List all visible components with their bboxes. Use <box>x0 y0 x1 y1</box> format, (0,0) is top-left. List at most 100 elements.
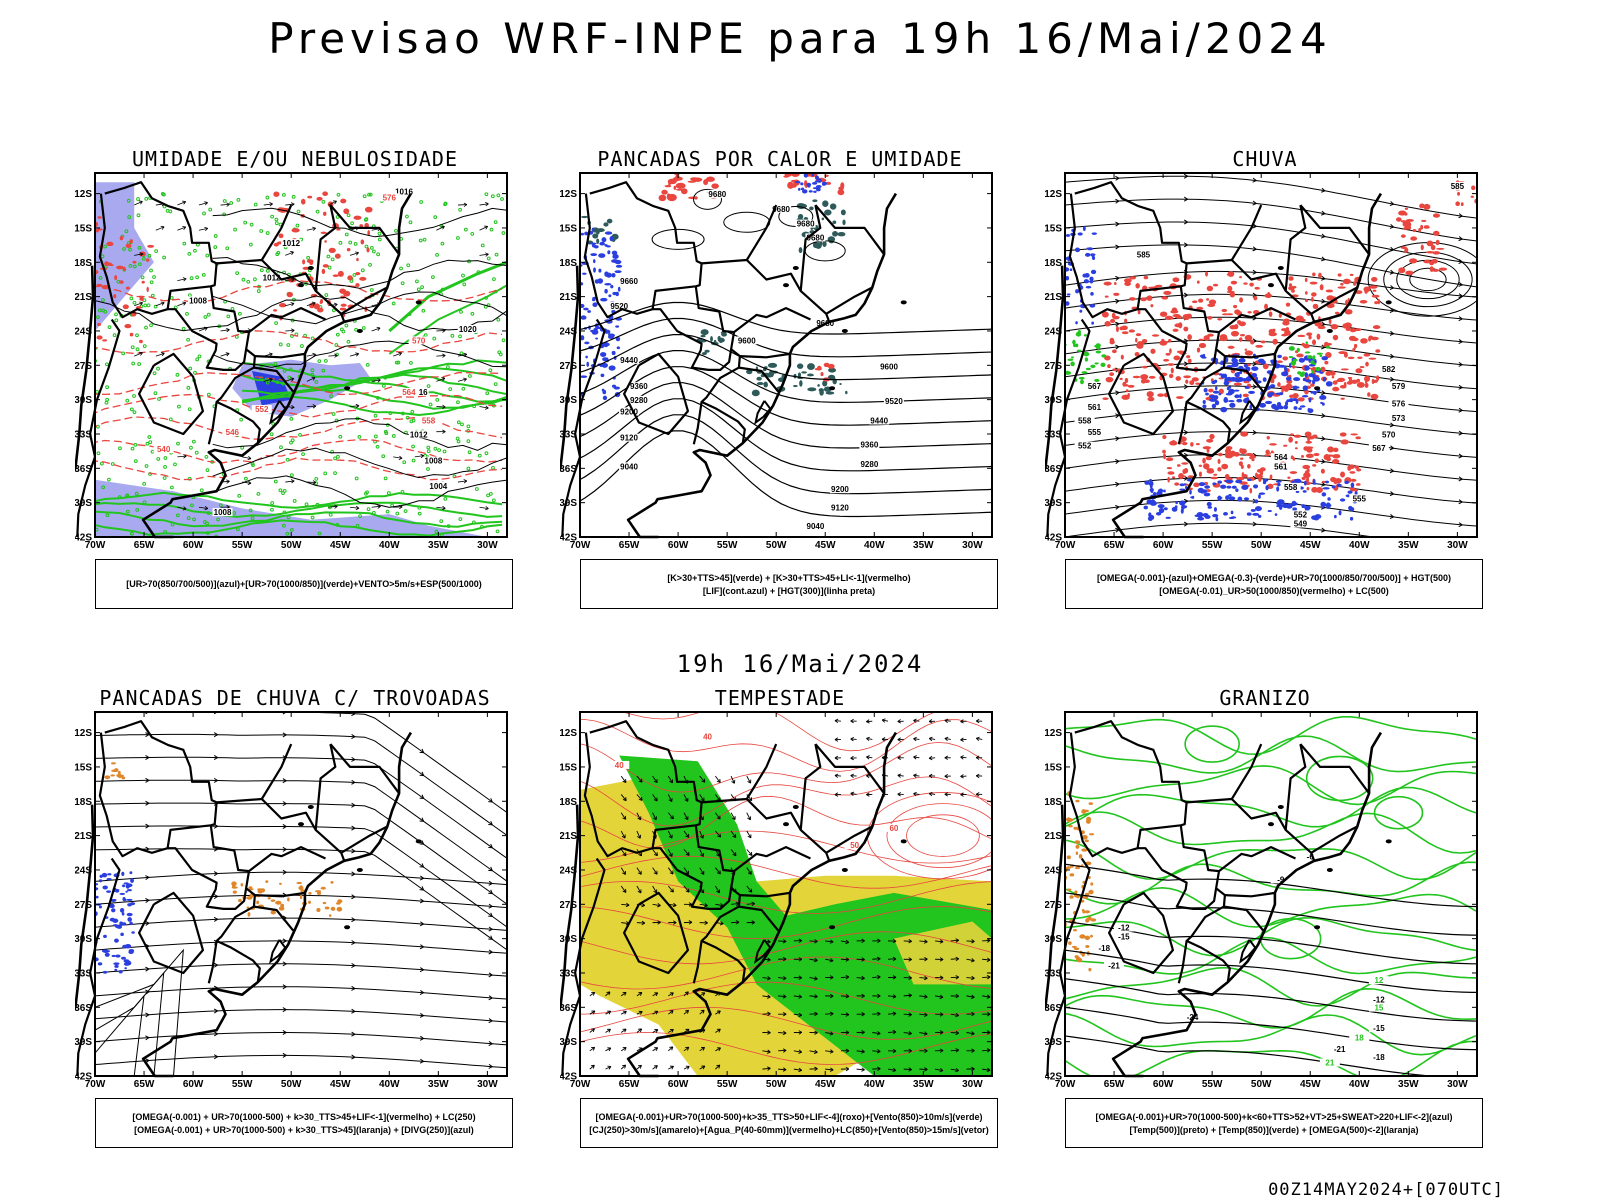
wind-vector <box>155 352 165 357</box>
divg-blue <box>121 871 125 877</box>
wind-vector <box>939 1012 944 1017</box>
coastline <box>141 192 413 539</box>
border-line <box>216 797 346 862</box>
rain-red <box>1423 225 1430 228</box>
label-bg <box>1182 1012 1203 1021</box>
rh-dot <box>265 268 270 273</box>
wind-vector <box>334 504 338 509</box>
border-line <box>138 891 204 975</box>
omega-blue <box>1155 511 1162 516</box>
thickness-line <box>95 439 503 464</box>
hgt-label: 9660 <box>620 277 638 286</box>
wind-vector <box>897 774 904 777</box>
label-bg <box>1368 444 1389 453</box>
omega-blue <box>1344 480 1349 485</box>
rain-red <box>1207 333 1214 337</box>
wind-vector <box>986 974 991 980</box>
lif-blue <box>594 279 600 284</box>
stream-arrow <box>1458 407 1464 413</box>
panel-chuva: CHUVA 585 585 582 579 576 573 570 567 564 561 558 5… <box>1045 147 1485 622</box>
stream-arrow <box>488 820 494 826</box>
wind-vector <box>290 377 295 382</box>
rh-dot <box>112 333 117 338</box>
wind-vector <box>793 995 802 998</box>
omega-blue <box>1233 389 1240 392</box>
wind-vector <box>306 227 316 231</box>
rh-dot <box>275 252 280 257</box>
rain-red <box>1213 473 1218 476</box>
rh-dot <box>493 382 498 387</box>
wind-vector <box>393 456 403 459</box>
lat-label: 27S <box>560 900 577 911</box>
rh-dot <box>495 529 500 534</box>
wind-vector <box>683 812 689 820</box>
rain-red <box>1300 454 1305 458</box>
divg-blue <box>104 952 110 957</box>
wind-vector <box>177 506 187 510</box>
hgt500-label: 564 <box>1274 453 1288 462</box>
instability-teal <box>717 337 725 343</box>
rain-red <box>1282 320 1290 326</box>
lat-label: 36S <box>560 464 577 475</box>
wind-vector <box>653 1065 658 1070</box>
rain-red <box>1372 289 1377 292</box>
lat-label: 42S <box>75 1072 92 1083</box>
wind-vector <box>919 977 928 979</box>
rain-red <box>1244 350 1254 356</box>
rain-red <box>1412 228 1417 233</box>
lif-blue <box>614 270 622 274</box>
rain-red <box>1186 355 1191 359</box>
rain-red <box>1268 332 1277 337</box>
rain-red <box>1332 386 1340 392</box>
hgt-label: 9040 <box>807 522 825 531</box>
rh-dot <box>286 515 291 520</box>
rain-red <box>1301 476 1306 480</box>
red-convective-cell <box>332 274 339 277</box>
legend-line: [UR>70(850/700/500)](azul)+[UR>70(1000/8… <box>126 579 482 589</box>
lif-blue <box>606 272 612 278</box>
omega-blue <box>1241 484 1249 490</box>
border-line <box>167 286 251 371</box>
omega-blue <box>1226 386 1230 391</box>
rh-dot <box>437 448 442 453</box>
basemap <box>560 720 907 1078</box>
hgt500-label: 585 <box>1137 251 1151 260</box>
lat-label: 36S <box>1045 1003 1062 1014</box>
omega-green <box>1075 331 1082 337</box>
map-frame <box>94 172 508 538</box>
wind-vector <box>638 852 643 857</box>
omega-blue <box>1089 279 1094 284</box>
orange-convective <box>257 889 263 894</box>
red-convective-cell <box>355 283 360 287</box>
stream-arrow <box>419 817 425 822</box>
hgt-label: 9520 <box>885 397 903 406</box>
rh-dot <box>466 424 471 429</box>
wind-vector <box>290 405 295 410</box>
lc850-red <box>580 981 992 1015</box>
orange-convective <box>265 880 269 883</box>
stream-arrow <box>1115 244 1120 250</box>
rain-red <box>1320 366 1326 373</box>
rain-red <box>1309 281 1318 285</box>
rain-red <box>1354 488 1358 492</box>
wind-vector <box>636 992 643 997</box>
wind-vector <box>420 453 424 459</box>
wind-vector <box>622 991 627 996</box>
unstable-red <box>787 181 794 189</box>
rain-red <box>1349 486 1356 492</box>
stream-arrow <box>1389 269 1395 275</box>
lake-marker <box>1314 386 1321 391</box>
rain-red <box>1157 393 1165 397</box>
rh-dot <box>273 361 278 366</box>
thickness-line <box>95 457 503 481</box>
wind-vector <box>809 995 818 998</box>
rain-red <box>1364 289 1368 294</box>
omega-green <box>1094 362 1099 365</box>
stream-arrow <box>1252 246 1258 252</box>
wind-vector <box>861 957 865 962</box>
label-bg <box>859 440 880 449</box>
divg-blue <box>126 912 133 917</box>
lif-blue <box>602 342 610 347</box>
orange-convective <box>320 886 326 890</box>
